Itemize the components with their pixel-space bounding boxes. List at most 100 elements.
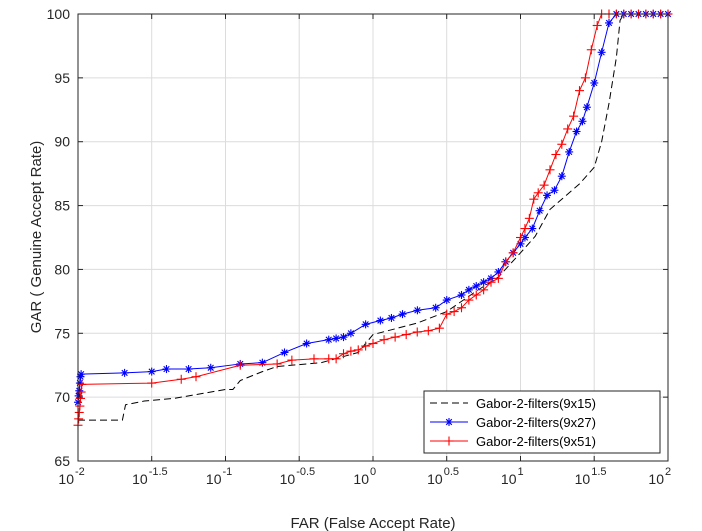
data-point [545,165,555,175]
data-point [539,180,549,190]
data-point [434,323,444,333]
data-point [368,339,378,349]
data-point [471,290,481,300]
data-point [578,117,587,126]
data-point [582,103,591,112]
data-point [431,303,440,312]
data-point [339,349,349,359]
x-tick-base: 10 [501,471,517,487]
data-point [390,332,400,342]
data-point [520,224,530,234]
x-tick-base: 10 [575,471,591,487]
x-tick-label: 10 -1.5 [132,466,168,487]
data-point [413,306,422,315]
x-tick-label: 10 0.5 [427,466,459,487]
data-point [346,346,356,356]
x-tick-label: 10 -1 [206,466,232,487]
ticks [77,13,669,462]
data-point [184,365,193,374]
y-tick-label: 95 [54,70,70,86]
x-tick-label: 10 -2 [58,466,84,487]
data-point [493,273,503,283]
data-point [302,339,311,348]
data-point [569,111,579,121]
x-tick-label: 10 -0.5 [280,466,316,487]
data-point [535,206,544,215]
data-point [444,436,454,446]
data-point [605,18,613,27]
x-tick-exponent: 1 [518,466,524,478]
x-tick-base: 10 [353,471,369,487]
x-tick-label: 10 0 [353,466,376,487]
x-tick-label: 10 1.5 [575,466,607,487]
y-axis-label: GAR ( Genuine Accept Rate) [28,141,45,334]
data-point [346,329,355,338]
x-tick-exponent: 0 [370,466,376,478]
data-point [176,374,186,384]
x-tick-exponent: 0.5 [444,466,459,478]
data-point [423,326,433,336]
data-point [550,186,559,195]
data-point [379,335,389,345]
data-point [557,172,566,181]
series-line [78,13,668,421]
data-point [412,327,422,337]
data-point [528,224,537,233]
legend-label: Gabor-2-filters(9x27) [476,415,596,430]
x-tick-exponent: 1.5 [591,466,606,478]
x-tick-exponent: 2 [665,466,671,478]
x-tick-base: 10 [58,471,74,487]
y-tick-label: 90 [54,134,70,150]
data-point [287,355,297,365]
x-tick-base: 10 [648,471,664,487]
data-point [376,316,385,325]
data-point [120,368,129,377]
x-tick-exponent: -1.5 [149,466,168,478]
x-tick-base: 10 [427,471,443,487]
data-point [557,139,567,149]
data-point [339,333,348,342]
data-point [442,296,451,305]
data-point [592,20,602,30]
data-point [529,194,539,204]
data-point [524,213,534,223]
x-tick-base: 10 [206,471,222,487]
data-point [147,378,157,388]
data-point [486,277,496,287]
data-point [74,407,84,417]
data-point [331,354,341,364]
data-point [442,309,452,319]
data-point [280,348,289,357]
x-tick-exponent: -2 [75,466,85,478]
data-point [332,334,341,343]
data-point [551,149,561,159]
data-point [575,86,585,96]
data-point [77,379,87,389]
legend: Gabor-2-filters(9x15) Gabor-2-filters(9x2… [423,390,661,454]
data-point [565,147,574,156]
grid [78,14,668,461]
data-point [501,257,511,267]
data-point [206,363,215,372]
series-layer [73,9,673,430]
legend-label: Gabor-2-filters(9x51) [476,434,596,449]
y-tick-label: 65 [54,453,70,469]
x-tick-exponent: -0.5 [296,466,315,478]
x-tick-base: 10 [280,471,296,487]
data-point [191,372,201,382]
legend-label: Gabor-2-filters(9x15) [476,396,596,411]
x-axis-label: FAR (False Accept Rate) [290,515,455,531]
data-point [597,48,606,57]
x-tick-base: 10 [132,471,148,487]
y-tick-label: 75 [54,325,70,341]
data-point [309,354,319,364]
y-tick-label: 85 [54,198,70,214]
data-point [508,248,518,258]
data-point [543,191,552,200]
x-tick-label: 10 2 [648,466,671,487]
data-point [479,285,489,295]
data-point [258,358,267,367]
data-point [479,278,488,287]
data-point [324,335,333,344]
